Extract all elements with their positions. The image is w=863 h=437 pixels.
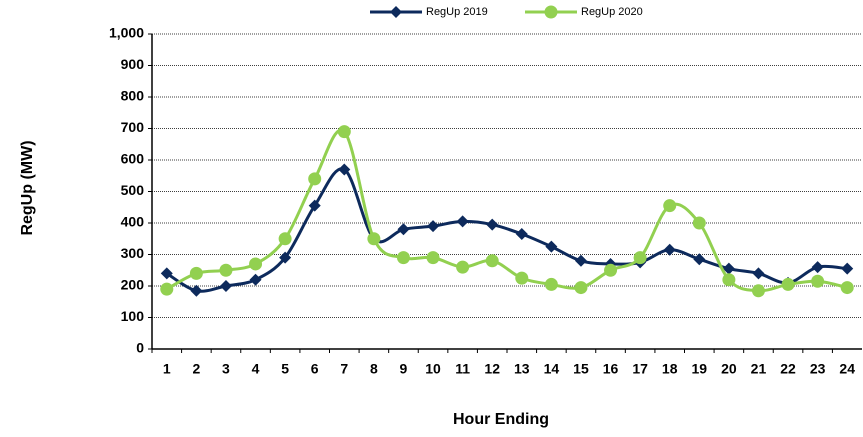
data-point (308, 172, 322, 186)
data-point (160, 267, 173, 280)
x-tick-label: 11 (455, 361, 470, 377)
legend-marker (544, 5, 558, 19)
x-tick-label: 21 (751, 361, 767, 377)
x-tick-label: 2 (192, 361, 200, 377)
x-tick-label: 12 (484, 361, 500, 377)
x-tick-label: 13 (514, 361, 530, 377)
data-point (722, 273, 736, 287)
data-point (249, 257, 263, 271)
data-point (693, 253, 706, 266)
data-point (811, 274, 825, 288)
series-line (166, 128, 848, 293)
x-tick-label: 8 (370, 361, 378, 377)
data-point (219, 280, 232, 292)
x-tick-label: 23 (810, 361, 826, 377)
data-point (338, 163, 351, 176)
data-point (249, 273, 262, 286)
x-tick-label: 22 (780, 361, 796, 377)
legend-label: RegUp 2019 (426, 6, 488, 18)
x-tick-label: 7 (340, 361, 348, 377)
y-tick-label: 0 (136, 340, 144, 356)
data-point (751, 284, 765, 298)
data-point (663, 243, 676, 256)
data-point (456, 215, 469, 228)
data-point (722, 262, 735, 275)
x-tick-label: 9 (400, 361, 408, 377)
x-tick-label: 3 (222, 361, 230, 377)
y-tick-label: 900 (121, 56, 145, 72)
x-tick-label: 14 (544, 361, 560, 377)
y-tick-label: 1,000 (109, 25, 144, 41)
data-point (811, 261, 824, 274)
data-point (486, 218, 499, 231)
data-point (160, 282, 174, 296)
data-point (574, 254, 587, 267)
data-point (397, 223, 410, 236)
data-point (841, 262, 854, 275)
data-point (633, 251, 647, 265)
data-point (456, 260, 470, 274)
x-tick-label: 5 (281, 361, 289, 377)
data-point (692, 216, 706, 230)
data-point (574, 281, 588, 295)
x-tick-label: 15 (573, 361, 589, 377)
x-tick-label: 19 (692, 361, 708, 377)
data-point (189, 266, 203, 280)
y-tick-label: 100 (121, 308, 145, 324)
y-tick-label: 500 (121, 182, 145, 198)
data-point (427, 220, 440, 233)
series-line (165, 167, 848, 293)
y-tick-label: 700 (121, 119, 145, 135)
y-tick-label: 200 (121, 277, 145, 293)
data-point (515, 228, 528, 241)
data-point (752, 267, 765, 280)
data-point (485, 254, 499, 268)
data-point (781, 277, 795, 291)
data-point (308, 199, 321, 212)
data-point (663, 199, 677, 213)
data-point (278, 232, 292, 246)
data-point (515, 271, 529, 285)
data-point (367, 232, 381, 246)
x-tick-label: 16 (603, 361, 619, 377)
x-tick-label: 17 (632, 361, 648, 377)
legend-label: RegUp 2020 (581, 6, 643, 18)
y-tick-label: 600 (121, 151, 145, 167)
x-axis-title: Hour Ending (453, 411, 549, 428)
data-point (396, 251, 410, 265)
x-tick-label: 6 (311, 361, 319, 377)
x-tick-label: 10 (425, 361, 441, 377)
x-tick-label: 4 (252, 361, 260, 377)
x-tick-label: 20 (721, 361, 737, 377)
y-tick-label: 800 (121, 88, 145, 104)
data-point (545, 240, 558, 253)
data-point (544, 277, 558, 291)
data-point (279, 251, 292, 264)
x-tick-label: 18 (662, 361, 678, 377)
data-point (840, 281, 854, 295)
legend-marker (390, 6, 402, 18)
y-tick-label: 400 (121, 214, 145, 230)
data-point (190, 284, 203, 297)
data-point (426, 251, 440, 265)
data-point (337, 125, 351, 139)
x-tick-label: 1 (163, 361, 171, 377)
data-point (604, 263, 618, 277)
x-tick-label: 24 (839, 361, 855, 377)
y-tick-label: 300 (121, 245, 145, 261)
y-axis-title: RegUp (MW) (19, 140, 36, 235)
data-point (219, 263, 233, 277)
